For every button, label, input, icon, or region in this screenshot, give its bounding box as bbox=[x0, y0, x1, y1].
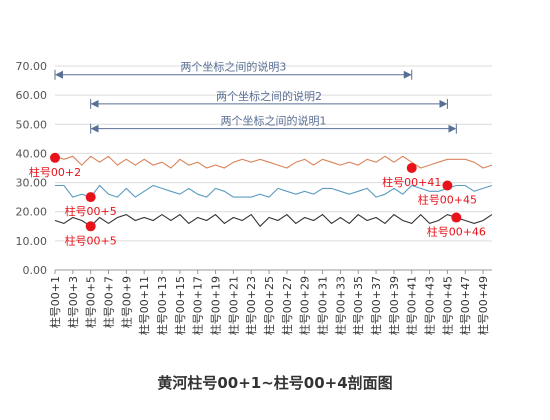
x-tick-label: 柱号00+9 bbox=[119, 276, 133, 328]
x-tick-label: 柱号00+5 bbox=[84, 276, 98, 328]
marker-label-5: 柱号00+45 bbox=[418, 192, 477, 206]
marker-label-2: 柱号00+5 bbox=[65, 204, 117, 218]
chart-title: 黄河柱号00+1~柱号00+4剖面图 bbox=[157, 374, 393, 392]
marker-label-6: 柱号00+46 bbox=[427, 225, 486, 239]
y-tick-label: 50.00 bbox=[16, 118, 48, 131]
x-tick-label: 柱号00+31 bbox=[316, 276, 330, 335]
marker-label-3: 柱号00+5 bbox=[65, 233, 117, 247]
x-tick-label: 柱号00+43 bbox=[423, 276, 437, 335]
x-tick-label: 柱号00+25 bbox=[262, 276, 276, 335]
x-tick-label: 柱号00+33 bbox=[333, 276, 347, 335]
x-tick-label: 柱号00+15 bbox=[173, 276, 187, 335]
x-tick-label: 柱号00+35 bbox=[351, 276, 365, 335]
y-tick-label: 40.00 bbox=[16, 147, 48, 160]
x-tick-label: 柱号00+11 bbox=[137, 276, 151, 335]
x-tick-label: 柱号00+47 bbox=[458, 276, 472, 335]
series-line-2 bbox=[55, 184, 493, 198]
x-tick-label: 柱号00+23 bbox=[244, 276, 258, 335]
marker-point-6 bbox=[451, 212, 462, 223]
y-tick-label: 70.00 bbox=[16, 60, 48, 73]
marker-point-2 bbox=[85, 192, 96, 203]
x-tick-label: 柱号00+39 bbox=[387, 276, 401, 335]
x-tick-label: 柱号00+49 bbox=[476, 276, 490, 335]
x-tick-label: 柱号00+7 bbox=[102, 276, 116, 328]
series-line-1 bbox=[54, 155, 493, 169]
y-tick-label: 60.00 bbox=[16, 89, 48, 102]
y-tick-label: 0.00 bbox=[23, 264, 48, 277]
y-tick-label: 20.00 bbox=[16, 206, 48, 219]
marker-point-1 bbox=[50, 152, 60, 163]
annotation-label-2: 两个坐标之间的说明2 bbox=[216, 89, 322, 103]
series-line-3 bbox=[54, 213, 493, 228]
x-tick-label: 柱号00+37 bbox=[369, 276, 383, 335]
x-tick-label: 柱号00+1 bbox=[48, 276, 62, 328]
annotation-label-3: 两个坐标之间的说明1 bbox=[221, 114, 327, 128]
x-tick-label: 柱号00+21 bbox=[226, 276, 240, 335]
x-tick-label: 柱号00+41 bbox=[405, 276, 419, 335]
x-tick-label: 柱号00+3 bbox=[66, 276, 80, 328]
x-tick-label: 柱号00+29 bbox=[298, 276, 312, 335]
y-tick-label: 10.00 bbox=[16, 235, 48, 248]
x-tick-label: 柱号00+13 bbox=[155, 276, 169, 335]
x-tick-label: 柱号00+19 bbox=[209, 276, 223, 335]
x-tick-label: 柱号00+45 bbox=[440, 276, 454, 335]
marker-label-4: 柱号00+41 bbox=[382, 175, 441, 189]
marker-point-3 bbox=[85, 221, 96, 232]
marker-point-5 bbox=[442, 180, 453, 191]
x-tick-label: 柱号00+27 bbox=[280, 276, 294, 335]
annotation-label-1: 两个坐标之间的说明3 bbox=[180, 60, 286, 74]
x-tick-label: 柱号00+17 bbox=[191, 276, 205, 335]
marker-label-1: 柱号00+2 bbox=[29, 165, 81, 179]
y-tick-label: 30.00 bbox=[16, 177, 48, 190]
marker-point-4 bbox=[406, 163, 417, 173]
